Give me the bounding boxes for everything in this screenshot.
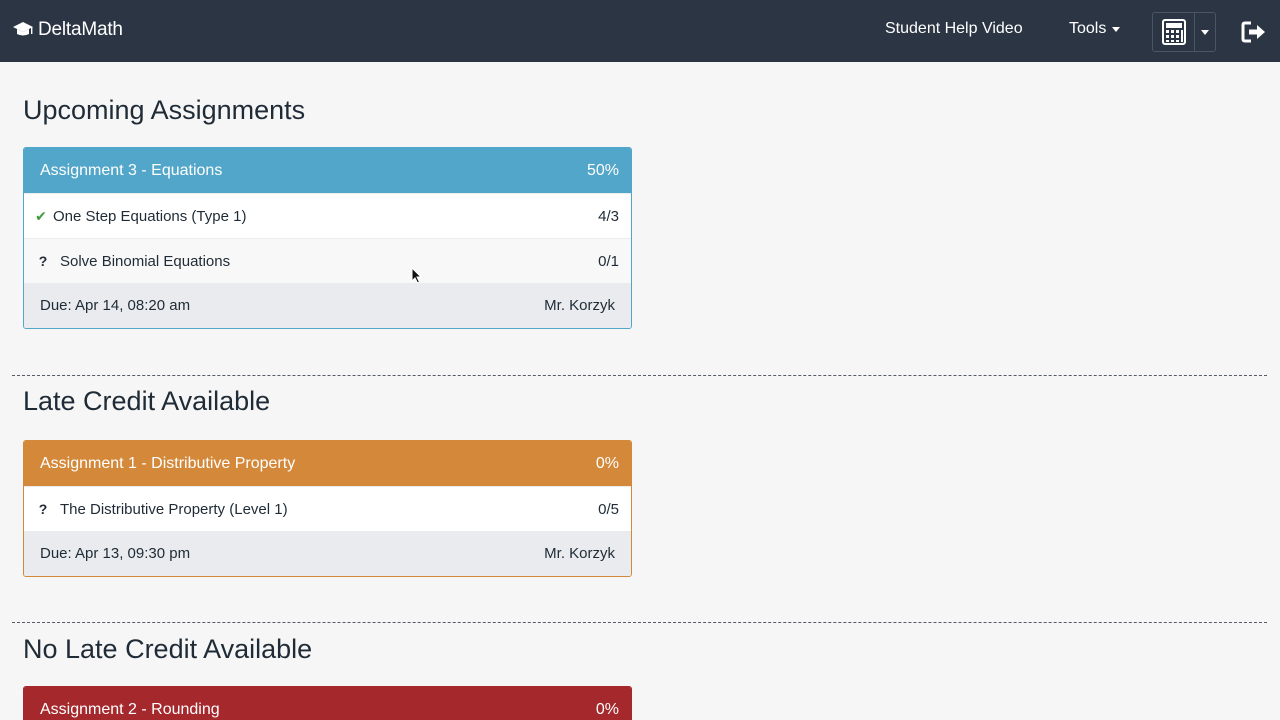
mouse-pointer-icon xyxy=(411,267,422,284)
problem-label: The Distributive Property (Level 1) xyxy=(60,500,288,518)
problem-score: 0/1 xyxy=(598,252,619,270)
calculator-icon xyxy=(1161,19,1186,45)
brand-name: DeltaMath xyxy=(38,19,123,40)
assignment-name: Assignment 2 - Rounding xyxy=(40,700,220,718)
problem-row[interactable]: ? Solve Binomial Equations 0/1 xyxy=(24,238,631,283)
chevron-down-icon xyxy=(1201,29,1209,35)
problem-score: 0/5 xyxy=(598,500,619,518)
graduation-cap-icon xyxy=(13,22,33,36)
checkmark-icon: ✔ xyxy=(35,207,47,224)
question-mark-icon: ? xyxy=(38,253,48,269)
due-date: Due: Apr 13, 09:30 pm xyxy=(40,545,191,562)
calculator-button-group xyxy=(1152,12,1216,52)
assignment-percent: 0% xyxy=(595,454,619,472)
assignment-name: Assignment 1 - Distributive Property xyxy=(40,454,296,472)
assignment-footer: Due: Apr 14, 08:20 am Mr. Korzyk xyxy=(24,283,631,328)
calculator-dropdown-toggle[interactable] xyxy=(1195,13,1215,51)
problem-row[interactable]: ? The Distributive Property (Level 1) 0/… xyxy=(24,486,631,531)
assignment-footer: Due: Apr 13, 09:30 pm Mr. Korzyk xyxy=(24,531,631,576)
section-title-late-credit: Late Credit Available xyxy=(23,386,271,416)
assignment-header[interactable]: Assignment 3 - Equations 50% xyxy=(24,148,631,193)
tools-dropdown[interactable]: Tools xyxy=(1069,20,1121,38)
assignment-header[interactable]: Assignment 1 - Distributive Property 0% xyxy=(24,441,631,486)
calculator-button[interactable] xyxy=(1153,13,1195,51)
section-divider xyxy=(12,375,1267,376)
section-title-upcoming: Upcoming Assignments xyxy=(23,95,306,125)
student-help-video-link[interactable]: Student Help Video xyxy=(885,20,1023,37)
due-date: Due: Apr 14, 08:20 am xyxy=(40,297,191,314)
teacher-name: Mr. Korzyk xyxy=(544,545,615,562)
problem-label: Solve Binomial Equations xyxy=(60,252,231,270)
assignment-percent: 0% xyxy=(595,700,619,718)
assignment-card[interactable]: Assignment 3 - Equations 50% ✔ One Step … xyxy=(23,147,632,329)
top-navbar: DeltaMath Student Help Video Tools xyxy=(0,0,1280,62)
logout-icon[interactable] xyxy=(1241,20,1267,44)
problem-row[interactable]: ✔ One Step Equations (Type 1) 4/3 xyxy=(24,193,631,238)
section-divider xyxy=(12,622,1267,623)
problem-label: One Step Equations (Type 1) xyxy=(53,207,247,225)
teacher-name: Mr. Korzyk xyxy=(544,297,615,314)
tools-label: Tools xyxy=(1069,20,1107,37)
assignment-header[interactable]: Assignment 2 - Rounding 0% xyxy=(24,687,631,720)
assignment-percent: 50% xyxy=(586,161,619,179)
assignment-name: Assignment 3 - Equations xyxy=(40,161,223,179)
assignment-card[interactable]: Assignment 2 - Rounding 0% xyxy=(23,686,632,720)
section-title-no-late-credit: No Late Credit Available xyxy=(23,634,313,664)
question-mark-icon: ? xyxy=(38,501,48,517)
problem-score: 4/3 xyxy=(598,207,619,225)
chevron-down-icon xyxy=(1112,26,1121,32)
assignment-card[interactable]: Assignment 1 - Distributive Property 0% … xyxy=(23,440,632,577)
brand-logo[interactable]: DeltaMath xyxy=(12,19,123,41)
